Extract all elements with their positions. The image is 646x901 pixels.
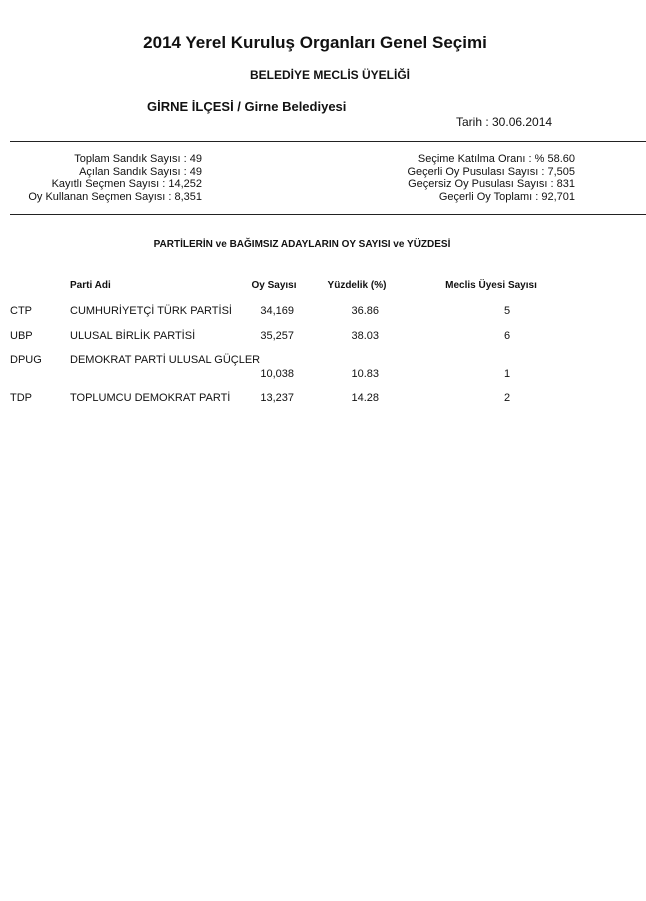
header-party-name: Parti Adi — [70, 280, 111, 291]
party-seats: 1 — [503, 368, 511, 380]
party-votes: 10,038 — [260, 368, 294, 380]
party-votes: 13,237 — [260, 392, 294, 404]
party-name: CUMHURİYETÇİ TÜRK PARTİSİ — [70, 305, 232, 317]
stat-opened-boxes: Açılan Sandık Sayısı : 49 — [79, 165, 202, 178]
stat-voters-voted: Oy Kullanan Seçmen Sayısı : 8,351 — [28, 190, 202, 203]
party-name: DEMOKRAT PARTİ ULUSAL GÜÇLER — [70, 354, 261, 366]
stats-right: Seçime Katılma Oranı : % 58.60 Geçerli O… — [407, 153, 575, 203]
divider-top — [10, 141, 646, 142]
party-percent: 14.28 — [351, 392, 379, 404]
party-name: TOPLUMCU DEMOKRAT PARTİ — [70, 392, 231, 404]
party-abbr: UBP — [10, 330, 33, 342]
party-seats: 2 — [503, 392, 511, 404]
page-subtitle: BELEDİYE MECLİS ÜYELİĞİ — [249, 68, 411, 82]
party-percent: 36.86 — [351, 305, 379, 317]
party-seats: 5 — [503, 305, 511, 317]
stats-left: Toplam Sandık Sayısı : 49 Açılan Sandık … — [28, 153, 202, 203]
stat-turnout: Seçime Katılma Oranı : % 58.60 — [417, 153, 575, 165]
stat-valid-votes-total: Geçerli Oy Toplamı : 92,701 — [438, 190, 575, 203]
page-title: 2014 Yerel Kuruluş Organları Genel Seçim… — [143, 33, 487, 52]
stat-valid-ballots: Geçerli Oy Pusulası Sayısı : 7,505 — [407, 165, 575, 178]
party-votes: 34,169 — [260, 305, 294, 317]
header-seats: Meclis Üyesi Sayısı — [445, 280, 537, 291]
party-abbr: DPUG — [10, 354, 42, 366]
party-percent: 38.03 — [351, 330, 379, 342]
section-title: PARTİLERİN ve BAĞIMSIZ ADAYLARIN OY SAYI… — [153, 239, 451, 250]
party-abbr: CTP — [10, 305, 32, 317]
header-percent: Yüzdelik (%) — [327, 280, 387, 291]
divider-bottom — [10, 214, 646, 215]
party-seats: 6 — [503, 330, 511, 342]
stat-total-boxes: Toplam Sandık Sayısı : 49 — [74, 153, 202, 165]
district-label: GİRNE İLÇESİ / Girne Belediyesi — [147, 99, 347, 114]
stat-registered-voters: Kayıtlı Seçmen Sayısı : 14,252 — [51, 178, 202, 191]
header-votes: Oy Sayısı — [251, 280, 297, 291]
party-votes: 35,257 — [260, 330, 294, 342]
party-abbr: TDP — [10, 392, 32, 404]
stat-invalid-ballots: Geçersiz Oy Pusulası Sayısı : 831 — [408, 178, 575, 191]
party-name: ULUSAL BİRLİK PARTİSİ — [70, 330, 196, 342]
date-label: Tarih : 30.06.2014 — [456, 115, 553, 129]
party-percent: 10.83 — [351, 368, 379, 380]
